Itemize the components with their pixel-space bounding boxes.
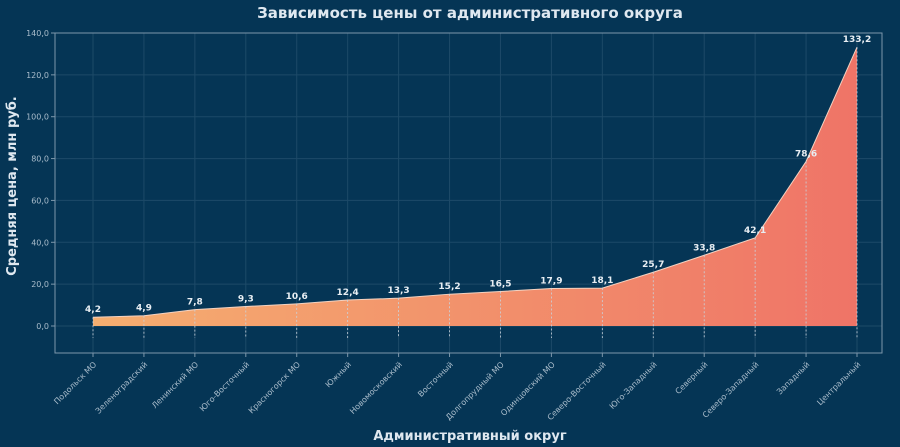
data-label: 33,8 xyxy=(693,243,715,253)
x-tick-label: Ленинский МО xyxy=(150,360,200,410)
x-tick-label: Одинцовский МО xyxy=(499,360,557,418)
x-tick-label: Юго-Западный xyxy=(608,360,659,411)
data-label: 17,9 xyxy=(540,277,562,287)
data-label: 18,1 xyxy=(591,276,613,286)
y-tick-label: 140,0 xyxy=(26,29,49,38)
y-tick-label: 60,0 xyxy=(31,196,49,205)
y-axis-label: Средняя цена, млн руб. xyxy=(5,96,20,276)
x-tick-label: Северный xyxy=(674,360,710,396)
y-tick-label: 0,0 xyxy=(36,322,49,331)
data-label: 12,4 xyxy=(337,288,359,298)
data-label: 13,3 xyxy=(387,286,409,296)
y-tick-label: 120,0 xyxy=(26,71,49,80)
y-tick-label: 20,0 xyxy=(31,280,49,289)
x-tick-label: Красногорск МО xyxy=(247,360,302,415)
x-tick-label: Северо-Западный xyxy=(701,360,761,420)
data-label: 4,9 xyxy=(136,304,152,314)
data-label: 15,2 xyxy=(438,282,460,292)
x-tick-label: Юго-Восточный xyxy=(198,360,251,413)
x-tick-label: Западный xyxy=(775,360,811,396)
series-line xyxy=(92,47,858,318)
y-tick-label: 40,0 xyxy=(31,238,49,247)
x-tick-label: Южный xyxy=(324,360,353,389)
x-tick-label: Центральный xyxy=(815,360,862,407)
plot-frame xyxy=(54,32,883,354)
x-tick-label: Восточный xyxy=(416,360,455,399)
x-axis-label: Административный округ xyxy=(373,429,566,444)
x-tick-label: Зеленоградский xyxy=(94,360,150,416)
data-label: 16,5 xyxy=(489,279,511,289)
chart-title: Зависимость цены от административного ок… xyxy=(257,4,683,22)
y-tick-label: 100,0 xyxy=(26,113,49,122)
data-label: 7,8 xyxy=(187,298,203,308)
data-label: 9,3 xyxy=(238,295,254,305)
data-label: 133,2 xyxy=(843,35,871,45)
x-tick-label: Северо-Восточный xyxy=(546,360,608,422)
x-tick-label: Долгопрудный МО xyxy=(444,360,506,422)
data-label: 42,1 xyxy=(744,226,766,236)
x-tick-label: Новомосковский xyxy=(348,360,404,416)
y-tick-label: 80,0 xyxy=(31,155,49,164)
data-label: 4,2 xyxy=(85,305,101,315)
x-tick-label: Подольск МО xyxy=(52,360,98,406)
data-label: 25,7 xyxy=(642,260,664,270)
area-fill xyxy=(93,47,857,326)
data-label: 10,6 xyxy=(286,292,308,302)
data-label: 78,6 xyxy=(795,150,817,160)
